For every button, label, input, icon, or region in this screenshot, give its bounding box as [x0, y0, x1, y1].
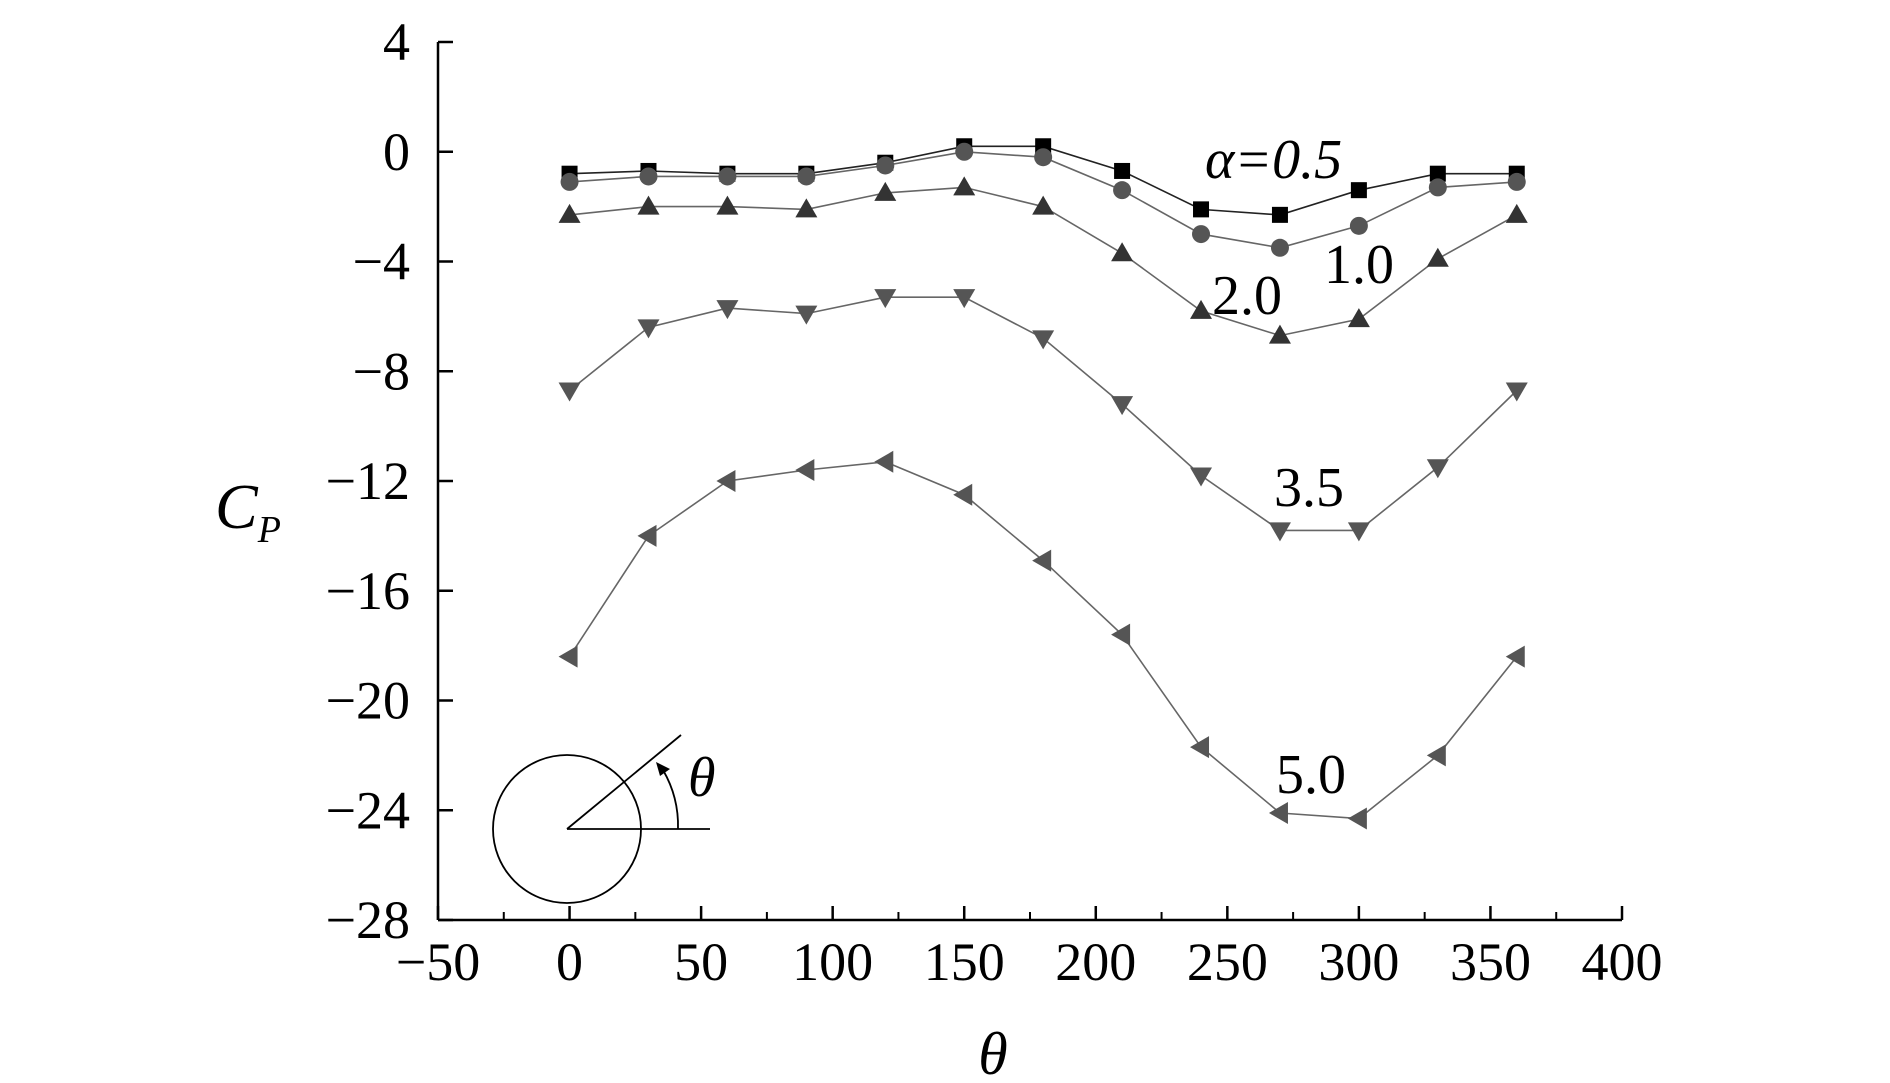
y-axis-title-sub: P: [257, 509, 281, 551]
data-point-4: [637, 524, 657, 547]
data-point-2: [1268, 324, 1291, 344]
data-point-0: [1271, 206, 1288, 223]
x-tick-label: 200: [1055, 932, 1136, 992]
x-tick-label: 250: [1187, 932, 1268, 992]
data-point-3: [637, 319, 660, 339]
data-point-4: [1505, 645, 1525, 668]
y-tick-label: 4: [383, 12, 410, 72]
data-point-2: [1347, 308, 1370, 328]
data-point-1: [1113, 181, 1132, 200]
data-point-1: [1507, 172, 1526, 191]
y-tick-label: −8: [353, 341, 410, 401]
data-point-0: [1114, 162, 1131, 179]
data-point-3: [795, 305, 818, 325]
y-tick-label: 0: [383, 122, 410, 182]
data-point-1: [1428, 178, 1447, 197]
x-tick-label: 50: [674, 932, 728, 992]
data-point-1: [876, 156, 895, 175]
series-label-1-0: 1.0: [1324, 234, 1394, 296]
data-point-1: [718, 167, 737, 186]
y-tick-label: −24: [326, 780, 410, 840]
y-tick-label: −4: [353, 232, 410, 292]
data-point-2: [1505, 203, 1528, 223]
data-point-3: [1032, 330, 1055, 350]
data-point-4: [1347, 807, 1367, 830]
data-point-1: [1034, 148, 1053, 167]
inset-theta-label: θ: [688, 747, 716, 809]
data-point-3: [953, 289, 976, 309]
data-point-4: [1111, 623, 1131, 646]
data-point-0: [1193, 201, 1210, 218]
data-point-3: [716, 300, 739, 320]
series-labels: α=0.5 1.0 2.0 3.5 5.0: [1205, 129, 1394, 806]
series-label-2-0: 2.0: [1212, 265, 1282, 327]
data-point-3: [1426, 459, 1449, 479]
data-point-3: [1347, 522, 1370, 542]
data-point-0: [1429, 165, 1446, 182]
data-point-1: [1270, 238, 1289, 257]
x-tick-label: 100: [792, 932, 873, 992]
x-tick-label: 150: [924, 932, 1005, 992]
data-point-4: [1032, 549, 1052, 572]
data-point-2: [716, 195, 739, 215]
data-point-2: [637, 195, 660, 215]
data-point-2: [558, 203, 581, 223]
data-point-1: [797, 167, 816, 186]
data-point-2: [795, 198, 818, 218]
x-tick-label: 350: [1450, 932, 1531, 992]
data-point-2: [1032, 195, 1055, 215]
data-point-3: [1505, 382, 1528, 402]
data-point-0: [1350, 182, 1367, 199]
data-point-2: [1426, 247, 1449, 267]
data-point-2: [1190, 299, 1213, 319]
data-point-2: [874, 181, 897, 201]
data-point-4: [1190, 736, 1210, 759]
data-point-4: [1268, 801, 1288, 824]
x-tick-label: −50: [396, 932, 480, 992]
inset-angle-line: [566, 734, 682, 830]
series-label-5-0: 5.0: [1276, 744, 1346, 806]
series-markers: [558, 138, 1528, 830]
series-label-3-5: 3.5: [1274, 457, 1344, 519]
series-label-alpha: α=0.5: [1205, 129, 1342, 191]
data-point-4: [558, 645, 578, 668]
data-point-1: [1192, 225, 1211, 244]
y-ticks: 4 0 −4 −8 −12 −16 −20 −24 −28: [326, 12, 453, 950]
data-point-1: [955, 142, 974, 161]
data-point-2: [1111, 242, 1134, 262]
data-point-3: [1111, 396, 1134, 416]
x-axis-title: θ: [978, 1021, 1007, 1083]
series-label-alpha-text: α=0.5: [1205, 129, 1342, 191]
angle-inset-diagram: θ: [492, 734, 716, 904]
y-axis-title-main: C: [215, 471, 259, 542]
data-point-1: [1349, 216, 1368, 235]
data-point-3: [1268, 522, 1291, 542]
data-point-1: [639, 167, 658, 186]
inset-angle-arc: [662, 769, 679, 830]
data-point-1: [560, 172, 579, 191]
data-point-4: [1426, 744, 1446, 767]
data-point-4: [716, 470, 736, 492]
y-tick-label: −16: [326, 561, 410, 621]
data-point-3: [1190, 467, 1213, 487]
data-point-2: [953, 176, 976, 196]
x-tick-label: 300: [1318, 932, 1399, 992]
x-ticks: −50 0 50 100 150 200 250 300 350 400: [396, 906, 1663, 992]
y-tick-label: −20: [326, 671, 410, 731]
y-tick-label: −12: [326, 451, 410, 511]
data-point-3: [874, 289, 897, 309]
y-tick-label: −28: [326, 890, 410, 950]
x-tick-label: 0: [556, 932, 583, 992]
data-point-4: [874, 450, 894, 473]
data-point-4: [953, 483, 973, 506]
data-point-4: [795, 459, 815, 482]
inset-arrowhead-icon: [656, 762, 670, 776]
y-axis-title: CP: [215, 471, 281, 551]
data-point-3: [558, 382, 581, 402]
x-tick-label: 400: [1582, 932, 1663, 992]
